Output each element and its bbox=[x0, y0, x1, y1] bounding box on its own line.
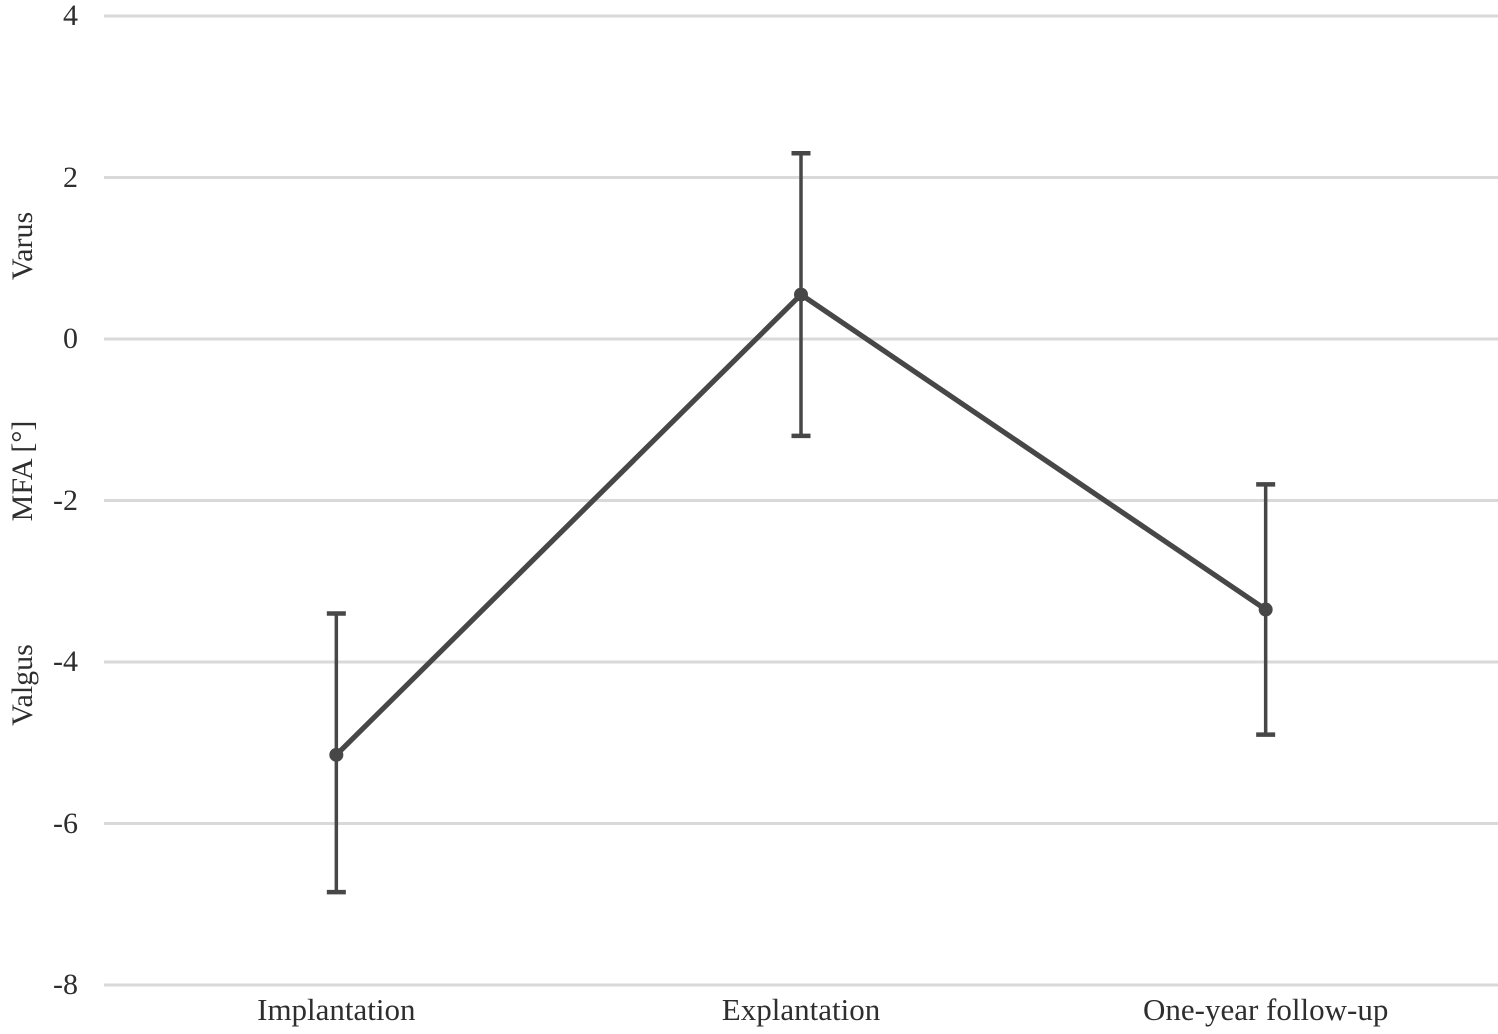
y-tick-label-0: 0 bbox=[63, 322, 78, 355]
y-tick-label--2: -2 bbox=[53, 483, 78, 517]
y-tick-label-2: 2 bbox=[63, 160, 78, 194]
y-tick-label--4: -4 bbox=[53, 645, 78, 678]
data-point-marker-0 bbox=[329, 747, 344, 762]
y-tick-label-4: 4 bbox=[63, 0, 78, 32]
y-tick-label--6: -6 bbox=[53, 806, 78, 840]
y-tick-label--8: -8 bbox=[53, 968, 78, 1001]
x-category-label-0: Implantation bbox=[257, 992, 416, 1027]
data-point-marker-2 bbox=[1258, 602, 1273, 617]
x-category-label-1: Explantation bbox=[721, 992, 881, 1027]
x-category-label-2: One-year follow-up bbox=[1142, 992, 1389, 1027]
data-point-marker-1 bbox=[794, 287, 808, 302]
y-axis-region-label-varus: Varus bbox=[6, 211, 39, 281]
